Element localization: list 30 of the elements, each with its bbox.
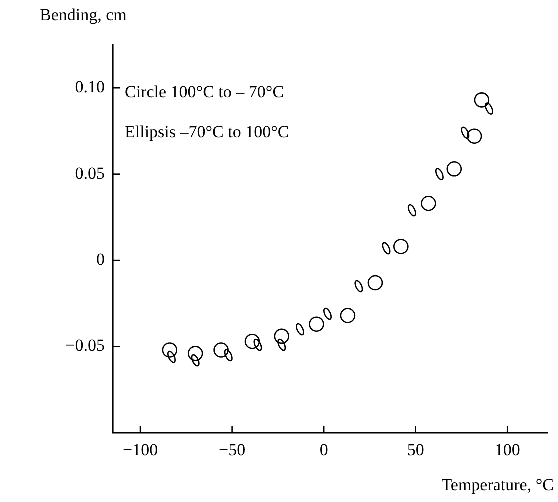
point xyxy=(340,308,356,324)
x-tick-label: −50 xyxy=(219,440,246,460)
point xyxy=(214,342,229,358)
y-tick-label: −0.05 xyxy=(66,336,105,356)
x-tick-label: 50 xyxy=(407,440,424,460)
point xyxy=(244,334,260,350)
y-tick-label: 0 xyxy=(96,250,105,270)
x-tick-label: 100 xyxy=(494,440,520,460)
point xyxy=(474,92,490,108)
point xyxy=(162,342,178,358)
x-axis-title: Temperature, °C xyxy=(442,475,554,494)
y-tick-label: 0.05 xyxy=(75,164,105,183)
annotation: Circle 100°C to – 70°C xyxy=(125,82,284,102)
point xyxy=(421,196,436,212)
y-axis-title: Bending, cm xyxy=(40,5,127,24)
x-tick-label: −100 xyxy=(122,440,158,460)
point xyxy=(167,350,176,364)
point xyxy=(394,239,409,254)
annotation: Ellipsis –70°C to 100°C xyxy=(125,122,290,142)
x-tick-label: 0 xyxy=(320,440,328,460)
point xyxy=(323,308,332,320)
point xyxy=(466,128,482,144)
point xyxy=(188,346,204,362)
point xyxy=(274,328,290,344)
point xyxy=(435,168,444,180)
point xyxy=(484,102,494,115)
point xyxy=(309,316,324,332)
point xyxy=(368,275,384,291)
y-tick-label: 0.10 xyxy=(75,78,105,97)
point xyxy=(446,162,462,177)
